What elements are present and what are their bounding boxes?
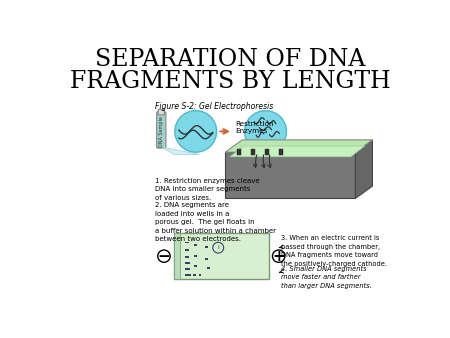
Circle shape	[158, 250, 170, 262]
Text: SEPARATION OF DNA: SEPARATION OF DNA	[95, 48, 366, 71]
Circle shape	[245, 111, 287, 152]
Bar	[185, 274, 191, 276]
Bar	[185, 249, 189, 251]
Polygon shape	[161, 147, 200, 154]
FancyBboxPatch shape	[158, 110, 164, 115]
Text: DNA Sample: DNA Sample	[159, 116, 164, 147]
Bar	[251, 149, 256, 155]
Text: 2. DNA segments are
loaded into wells in a
porous gel.  The gel floats in
a buff: 2. DNA segments are loaded into wells in…	[155, 202, 276, 242]
Text: 3. When an electric current is
passed through the chamber,
DNA fragments move to: 3. When an electric current is passed th…	[281, 235, 387, 267]
FancyBboxPatch shape	[157, 112, 166, 148]
Bar	[185, 262, 190, 264]
Bar	[207, 267, 210, 269]
Polygon shape	[225, 152, 356, 198]
Text: −: −	[158, 249, 171, 264]
Bar	[237, 149, 242, 155]
Circle shape	[273, 250, 285, 262]
Bar	[185, 256, 189, 258]
Bar	[185, 242, 189, 243]
Circle shape	[175, 111, 217, 152]
Text: +: +	[272, 249, 285, 264]
FancyBboxPatch shape	[174, 233, 269, 279]
Text: Restriction
Enzymes: Restriction Enzymes	[235, 121, 274, 134]
Text: 4. Smaller DNA segments
move faster and farther
than larger DNA segments.: 4. Smaller DNA segments move faster and …	[281, 265, 372, 289]
Text: FRAGMENTS BY LENGTH: FRAGMENTS BY LENGTH	[70, 70, 391, 93]
Polygon shape	[230, 146, 364, 157]
Bar	[174, 233, 180, 279]
Bar	[265, 149, 270, 155]
Polygon shape	[225, 140, 373, 152]
Bar	[205, 246, 208, 248]
Bar	[185, 268, 190, 270]
Text: 1. Restriction enzymes cleave
DNA into smaller segments
of various sizes.: 1. Restriction enzymes cleave DNA into s…	[155, 178, 259, 201]
Polygon shape	[356, 140, 373, 198]
Text: I: I	[217, 245, 219, 250]
Bar	[194, 255, 197, 257]
Bar	[194, 244, 197, 246]
Bar	[279, 149, 284, 155]
Bar	[193, 274, 196, 276]
Text: Figure S-2: Gel Electrophoresis: Figure S-2: Gel Electrophoresis	[155, 102, 273, 111]
Bar	[199, 274, 201, 276]
Bar	[205, 258, 208, 260]
Bar	[194, 265, 197, 267]
